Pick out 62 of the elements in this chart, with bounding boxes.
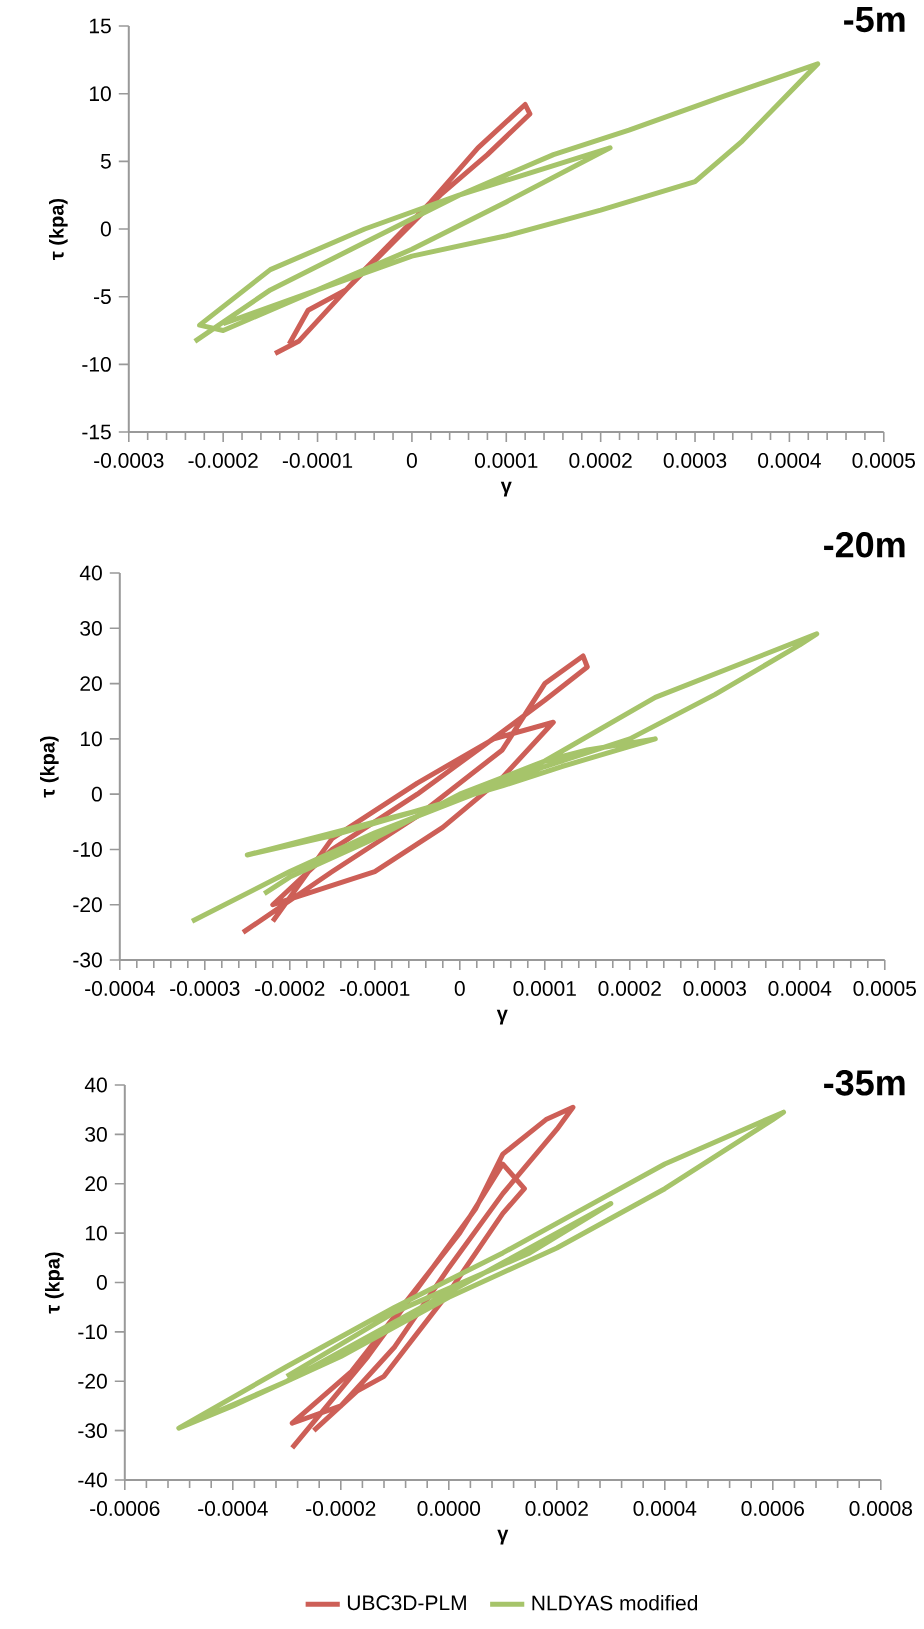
y-tick-label: -10 xyxy=(78,1324,108,1340)
y-tick-label: -10 xyxy=(82,356,112,372)
x-tick-label: -0.0003 xyxy=(170,981,240,996)
y-tick-label: 30 xyxy=(80,620,103,636)
x-tick-label: -0.0006 xyxy=(90,1501,160,1516)
x-axis-title: γ xyxy=(496,1009,508,1025)
x-tick-label: 0.0005 xyxy=(853,981,917,996)
y-tick-label: 15 xyxy=(90,18,111,34)
x-tick-label: -0.0004 xyxy=(85,981,155,996)
y-tick-label: 40 xyxy=(79,565,103,581)
x-tick-label: 0 xyxy=(454,981,465,996)
chart-title: -20m xyxy=(824,532,905,558)
x-tick-label: 0.0002 xyxy=(525,1501,588,1516)
y-axis-title: τ (kpa) xyxy=(49,198,68,260)
y-tick-label: 10 xyxy=(86,1225,108,1241)
x-tick-label: -0.0002 xyxy=(306,1501,376,1516)
y-tick-label: -20 xyxy=(73,897,103,913)
y-tick-label: 10 xyxy=(90,86,112,102)
x-axis-title: γ xyxy=(500,481,512,497)
y-tick-label: 0 xyxy=(91,786,103,802)
x-tick-label: 0.0004 xyxy=(633,1501,697,1516)
x-tick-label: -0.0004 xyxy=(198,1501,268,1516)
y-tick-label: -10 xyxy=(73,842,103,857)
x-tick-label: -0.0001 xyxy=(282,453,353,468)
x-tick-label: 0.0003 xyxy=(683,981,747,996)
y-tick-label: 10 xyxy=(81,731,103,747)
y-tick-label: 0 xyxy=(100,221,112,237)
x-tick-label: 0.0003 xyxy=(663,453,727,468)
x-tick-label: -0.0002 xyxy=(188,453,258,468)
x-tick-label: 0.0008 xyxy=(849,1501,913,1516)
x-tick-label: 0.0006 xyxy=(741,1501,805,1516)
y-tick-label: 30 xyxy=(85,1126,108,1142)
y-tick-label: 20 xyxy=(80,676,103,692)
chart-title: -35m xyxy=(824,1070,905,1096)
x-tick-label: 0.0005 xyxy=(852,453,916,468)
x-tick-label: 0.0004 xyxy=(758,453,821,468)
y-tick-label: -20 xyxy=(78,1373,108,1389)
chart-title: -5m xyxy=(844,7,905,33)
y-tick-label: -30 xyxy=(73,952,103,968)
x-axis-title: γ xyxy=(497,1529,509,1545)
x-tick-label: 0.0001 xyxy=(513,981,576,996)
legend-label: NLDYAS modified xyxy=(532,1595,698,1611)
y-tick-label: 20 xyxy=(85,1176,108,1192)
y-tick-label: -40 xyxy=(78,1472,108,1488)
x-tick-label: -0.0001 xyxy=(340,981,410,996)
y-tick-label: -30 xyxy=(78,1423,108,1439)
y-axis-title: τ (kpa) xyxy=(45,1252,64,1314)
x-tick-label: -0.0002 xyxy=(255,981,325,996)
x-tick-label: 0.0002 xyxy=(569,453,632,468)
y-tick-label: 0 xyxy=(96,1275,108,1290)
x-tick-label: 0.0004 xyxy=(768,981,832,996)
legend-label: UBC3D-PLM xyxy=(348,1595,466,1611)
x-tick-label: -0.0003 xyxy=(94,453,164,468)
y-tick-label: 5 xyxy=(101,154,111,169)
x-tick-label: 0 xyxy=(407,453,418,468)
y-axis-title: τ (kpa) xyxy=(40,736,59,798)
x-tick-label: 0.0001 xyxy=(475,453,538,468)
y-tick-label: 40 xyxy=(84,1077,108,1093)
y-tick-label: -15 xyxy=(82,424,111,440)
x-tick-label: 0.0002 xyxy=(598,981,661,996)
x-tick-label: 0.0000 xyxy=(417,1501,481,1516)
y-tick-label: -5 xyxy=(94,289,111,305)
